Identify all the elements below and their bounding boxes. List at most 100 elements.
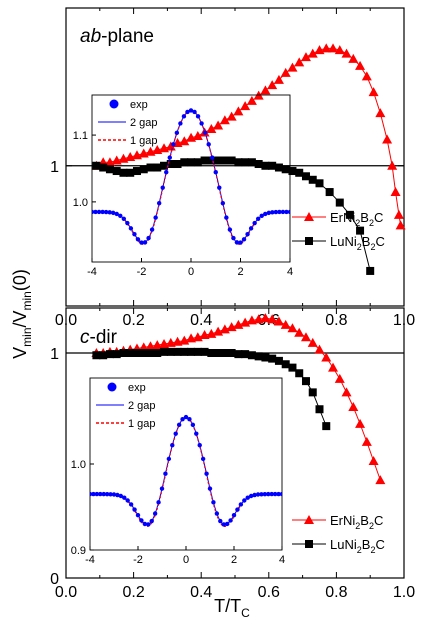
inset-exp-point — [276, 491, 281, 497]
legend-label: ErNi2B2C — [330, 210, 383, 228]
data-point — [295, 168, 304, 177]
inset-1gap-curve — [90, 416, 282, 528]
inset-exp-point — [187, 417, 192, 422]
inset-exp-point — [235, 507, 240, 512]
inset-plot: -4 -2 0 2 4 1.0 1.1 exp 2 gap 1 gap — [73, 94, 293, 278]
data-point — [214, 349, 223, 357]
data-point — [375, 475, 386, 485]
data-point — [307, 337, 318, 347]
data-point — [334, 373, 345, 383]
inset-exp-point — [122, 495, 127, 500]
inset-exp-point — [213, 170, 218, 175]
inset-exp-point — [255, 492, 261, 497]
data-point — [139, 349, 148, 357]
data-point — [254, 352, 263, 361]
data-point — [132, 349, 141, 357]
data-point — [146, 163, 155, 172]
inset-legend-label: 2 gap — [128, 400, 156, 412]
data-point — [119, 168, 128, 177]
data-point — [240, 101, 251, 111]
data-point — [288, 167, 297, 176]
inset-exp-point — [192, 109, 197, 115]
inset-exp-point — [132, 507, 137, 512]
inset-exp-point — [146, 235, 151, 241]
inset-exp-point — [185, 109, 190, 115]
inset-exp-point — [107, 210, 112, 215]
inset-exp-point — [197, 443, 202, 448]
legend-marker — [305, 540, 313, 548]
inset-exp-point — [132, 231, 137, 237]
data-point — [261, 353, 270, 362]
inset-exp-point — [156, 200, 162, 206]
data-point — [132, 167, 141, 176]
y-axis-label: Vmin/Vmin(0) — [10, 269, 34, 359]
data-point — [92, 351, 101, 360]
data-point — [247, 351, 256, 360]
inset-exp-point — [152, 511, 158, 516]
inset-exp-point — [176, 422, 182, 428]
data-point — [300, 52, 311, 62]
data-point — [193, 347, 202, 356]
data-point — [341, 48, 352, 58]
inset-exp-point — [125, 220, 130, 226]
inset-x-tick-label: 4 — [287, 266, 293, 278]
inset-exp-point — [200, 456, 206, 462]
x-tick-label: 0.8 — [325, 584, 347, 601]
inset-exp-point — [115, 492, 120, 498]
inset-exp-point — [259, 213, 264, 219]
inset-exp-point — [279, 491, 282, 497]
inset-x-tick-label: -2 — [137, 266, 147, 278]
inset-legend-label: 1 gap — [130, 135, 158, 147]
inset-frame — [91, 94, 291, 263]
inset-exp-point — [284, 209, 289, 215]
bottom-panel: 0.0 0.2 0.4 0.6 0.8 1.0 0 1 c-dir ErNi2B2C LuNi2B2… — [50, 307, 415, 601]
inset-exp-point — [204, 471, 209, 476]
inset-exp-point — [231, 235, 236, 241]
data-point — [287, 62, 298, 72]
inset-exp-point — [218, 518, 223, 524]
data-point — [105, 350, 114, 359]
panel-title: c-dir — [80, 327, 118, 348]
data-point — [220, 156, 229, 165]
inset-exp-point — [173, 431, 178, 436]
data-point — [375, 108, 386, 118]
inset-exp-point — [277, 209, 282, 215]
inset-curves — [92, 108, 290, 245]
inset-exp-point — [248, 226, 254, 231]
data-point — [345, 210, 354, 219]
data-point — [119, 349, 128, 357]
inset-exp-point — [139, 518, 144, 523]
inset-legend-label: 2 gap — [130, 117, 158, 129]
inset-exp-point — [118, 213, 123, 219]
inset-x-tick-label: -2 — [133, 554, 143, 566]
inset-exp-point — [211, 500, 216, 505]
inset-exp-point — [180, 417, 185, 422]
inset-exp-point — [263, 211, 268, 217]
inset-exp-point — [269, 491, 274, 497]
data-point — [99, 163, 108, 172]
top-panel: 0.00.20.40.60.81.01ab-planeErNi2B2CLuNi2… — [50, 7, 415, 329]
inset-y-tick-label: 0.9 — [71, 545, 86, 557]
inset-exp-point — [252, 492, 257, 498]
data-point — [294, 327, 305, 337]
data-point — [273, 316, 284, 326]
inset-exp-point — [121, 216, 127, 222]
data-point — [328, 362, 339, 372]
data-point — [301, 377, 310, 386]
inset-exp-point — [248, 493, 254, 499]
legend-marker — [304, 515, 314, 524]
inset-exp-point — [245, 495, 250, 500]
x-tick-label: 0.8 — [325, 312, 347, 329]
data-point — [179, 136, 190, 146]
inset-legend-marker — [107, 382, 117, 392]
inset-exp-point — [224, 215, 229, 220]
data-point — [321, 352, 332, 362]
x-tick-label: 0.0 — [55, 584, 77, 601]
data-point — [206, 123, 217, 133]
panel-title: ab-plane — [80, 26, 154, 47]
data-point — [268, 161, 277, 170]
data-point — [325, 188, 334, 197]
data-point — [220, 349, 229, 357]
inset-exp-point — [195, 114, 201, 119]
